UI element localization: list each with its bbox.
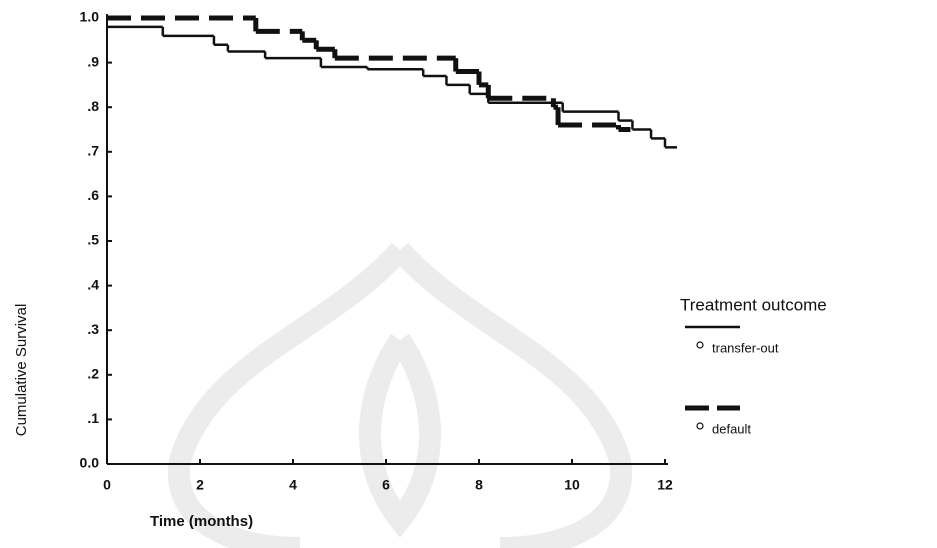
legend-label: default — [712, 421, 751, 436]
y-tick-label: .1 — [87, 410, 99, 426]
legend-label: transfer-out — [712, 340, 779, 355]
y-tick-label: .8 — [87, 98, 99, 114]
y-tick-label: 1.0 — [80, 9, 100, 25]
y-tick-label: .6 — [87, 187, 99, 203]
x-tick-label: 6 — [382, 477, 390, 493]
y-tick-label: .7 — [87, 143, 99, 159]
y-tick-label: .5 — [87, 232, 99, 248]
legend-marker — [697, 342, 703, 348]
x-tick-label: 4 — [289, 477, 297, 493]
legend-title: Treatment outcome — [680, 295, 827, 314]
x-tick-label: 0 — [103, 477, 111, 493]
y-tick-label: .3 — [87, 321, 99, 337]
y-tick-label: .4 — [87, 276, 99, 292]
y-axis-label: Cumulative Survival — [13, 304, 30, 437]
x-tick-label: 2 — [196, 477, 204, 493]
y-tick-label: .2 — [87, 366, 99, 382]
watermark — [179, 250, 621, 548]
x-tick-label: 12 — [657, 477, 673, 493]
legend-marker — [697, 423, 703, 429]
x-tick-label: 10 — [564, 477, 580, 493]
y-tick-label: .9 — [87, 53, 99, 69]
x-tick-label: 8 — [475, 477, 483, 493]
y-tick-label: 0.0 — [80, 455, 100, 471]
chart: Treatment outcome Time (months) Cumulati… — [0, 0, 937, 548]
x-axis-label: Time (months) — [150, 513, 253, 530]
